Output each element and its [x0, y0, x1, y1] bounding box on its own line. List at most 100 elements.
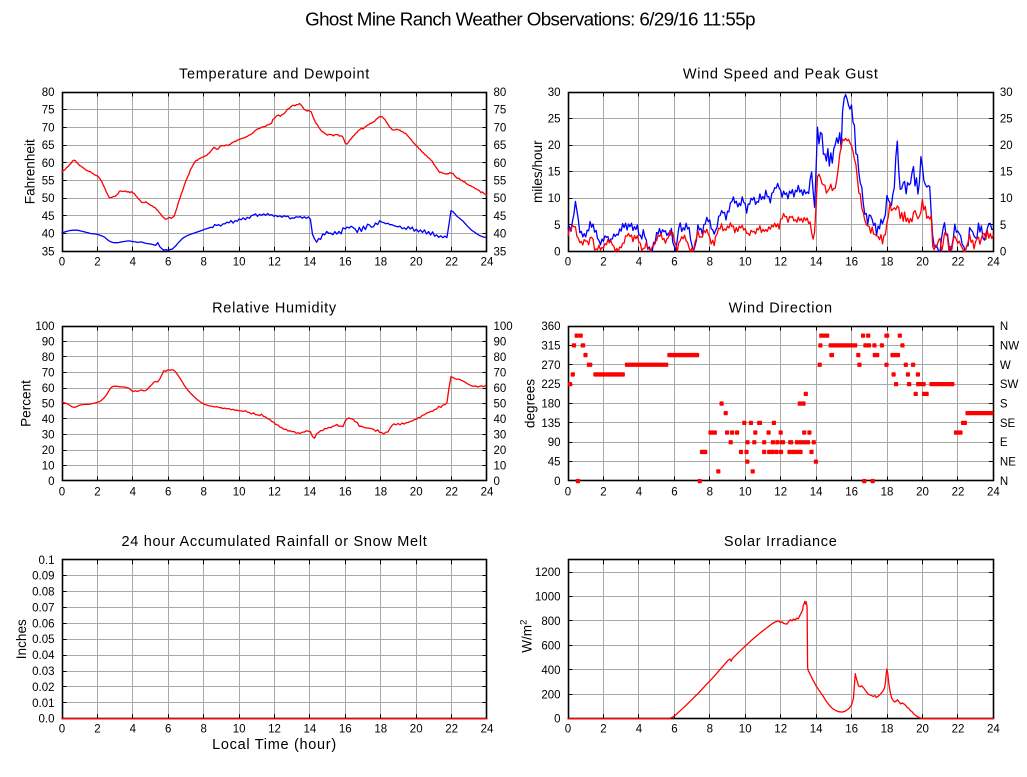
svg-text:80: 80 — [42, 352, 55, 364]
svg-text:12: 12 — [774, 486, 787, 498]
svg-text:0: 0 — [494, 476, 500, 488]
svg-text:45: 45 — [548, 457, 561, 469]
svg-text:12: 12 — [774, 257, 787, 269]
svg-text:10: 10 — [233, 486, 246, 498]
svg-text:10: 10 — [233, 724, 246, 736]
svg-text:360: 360 — [541, 321, 560, 333]
svg-text:E: E — [1000, 437, 1008, 449]
svg-text:miles/hour: miles/hour — [530, 140, 545, 203]
svg-text:0.02: 0.02 — [32, 682, 54, 694]
svg-text:135: 135 — [541, 418, 560, 430]
svg-text:30: 30 — [548, 87, 561, 99]
svg-text:50: 50 — [494, 193, 507, 205]
svg-text:60: 60 — [494, 158, 507, 170]
svg-text:Temperature and Dewpoint: Temperature and Dewpoint — [179, 66, 370, 82]
svg-text:65: 65 — [42, 140, 55, 152]
svg-text:0.04: 0.04 — [32, 650, 55, 662]
svg-text:70: 70 — [494, 122, 507, 134]
svg-text:180: 180 — [541, 399, 560, 411]
svg-text:SW: SW — [1000, 379, 1019, 391]
svg-text:N: N — [1000, 321, 1008, 333]
svg-text:40: 40 — [494, 414, 507, 426]
svg-text:W: W — [1000, 360, 1011, 372]
svg-text:10: 10 — [233, 257, 246, 269]
svg-text:315: 315 — [541, 340, 560, 352]
svg-text:30: 30 — [494, 430, 507, 442]
svg-text:14: 14 — [304, 486, 317, 498]
svg-text:80: 80 — [494, 352, 507, 364]
svg-text:20: 20 — [1000, 140, 1013, 152]
svg-text:22: 22 — [952, 486, 965, 498]
svg-text:22: 22 — [952, 724, 965, 736]
svg-text:24: 24 — [987, 486, 1000, 498]
svg-text:Solar Irradiance: Solar Irradiance — [724, 534, 838, 550]
svg-text:4: 4 — [130, 724, 137, 736]
svg-text:20: 20 — [916, 486, 929, 498]
svg-text:Local Time (hour): Local Time (hour) — [212, 737, 337, 753]
svg-text:24: 24 — [481, 724, 494, 736]
svg-text:12: 12 — [774, 724, 787, 736]
svg-text:10: 10 — [42, 461, 55, 473]
svg-text:6: 6 — [671, 486, 677, 498]
svg-text:24: 24 — [987, 257, 1000, 269]
svg-text:14: 14 — [810, 257, 823, 269]
svg-text:18: 18 — [374, 724, 387, 736]
svg-text:22: 22 — [952, 257, 965, 269]
svg-text:12: 12 — [268, 724, 281, 736]
svg-text:1000: 1000 — [535, 592, 561, 604]
svg-text:Percent: Percent — [18, 380, 33, 427]
svg-text:0: 0 — [59, 486, 65, 498]
svg-text:800: 800 — [541, 616, 560, 628]
svg-text:45: 45 — [494, 211, 507, 223]
svg-text:8: 8 — [707, 257, 713, 269]
svg-text:70: 70 — [42, 368, 55, 380]
svg-text:0: 0 — [554, 246, 560, 258]
svg-text:100: 100 — [494, 321, 513, 333]
svg-text:10: 10 — [1000, 193, 1013, 205]
svg-text:S: S — [1000, 399, 1008, 411]
svg-text:600: 600 — [541, 640, 560, 652]
svg-text:50: 50 — [42, 399, 55, 411]
svg-text:45: 45 — [42, 211, 55, 223]
svg-text:0.0: 0.0 — [39, 714, 55, 726]
svg-text:30: 30 — [42, 430, 55, 442]
svg-text:90: 90 — [494, 337, 507, 349]
svg-text:25: 25 — [1000, 114, 1013, 126]
svg-text:20: 20 — [410, 257, 423, 269]
svg-text:0: 0 — [59, 257, 65, 269]
svg-text:55: 55 — [494, 176, 507, 188]
svg-text:18: 18 — [881, 724, 894, 736]
svg-text:0: 0 — [48, 476, 54, 488]
svg-text:10: 10 — [494, 461, 507, 473]
svg-text:16: 16 — [845, 257, 858, 269]
svg-text:60: 60 — [494, 383, 507, 395]
svg-text:2: 2 — [94, 257, 100, 269]
svg-text:16: 16 — [845, 724, 858, 736]
svg-text:30: 30 — [1000, 87, 1013, 99]
svg-text:12: 12 — [268, 486, 281, 498]
svg-text:6: 6 — [165, 486, 171, 498]
svg-text:8: 8 — [707, 486, 713, 498]
svg-text:4: 4 — [636, 486, 643, 498]
svg-text:W/m2: W/m2 — [519, 620, 535, 653]
svg-text:16: 16 — [339, 257, 352, 269]
svg-text:8: 8 — [200, 257, 206, 269]
svg-text:22: 22 — [445, 724, 458, 736]
svg-text:0.1: 0.1 — [39, 555, 55, 567]
svg-text:0.01: 0.01 — [32, 698, 54, 710]
svg-text:NE: NE — [1000, 457, 1016, 469]
svg-text:40: 40 — [42, 229, 55, 241]
svg-text:90: 90 — [42, 337, 55, 349]
svg-text:2: 2 — [600, 257, 606, 269]
svg-text:0: 0 — [565, 724, 571, 736]
svg-text:0: 0 — [554, 476, 560, 488]
svg-text:14: 14 — [810, 486, 823, 498]
svg-text:22: 22 — [445, 486, 458, 498]
svg-text:18: 18 — [881, 486, 894, 498]
svg-text:0.06: 0.06 — [32, 618, 54, 630]
svg-text:2: 2 — [94, 724, 100, 736]
svg-text:20: 20 — [410, 486, 423, 498]
svg-text:0: 0 — [554, 714, 560, 726]
svg-text:2: 2 — [600, 486, 606, 498]
svg-text:55: 55 — [42, 176, 55, 188]
